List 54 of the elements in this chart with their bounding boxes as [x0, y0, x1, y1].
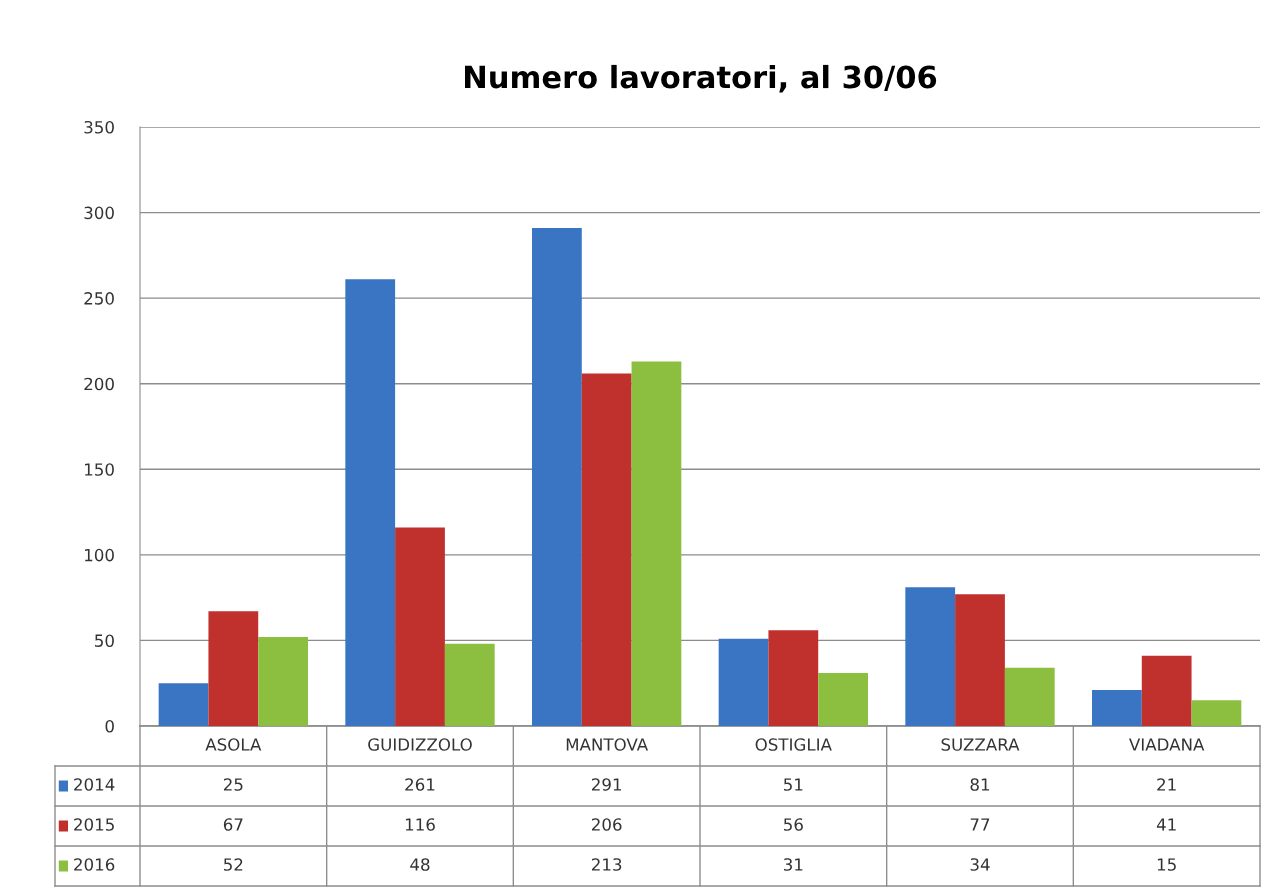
bar [718, 638, 769, 726]
data-label: 291 [591, 778, 622, 791]
x-tick-label: SUZZARA [941, 738, 1020, 751]
bar [581, 373, 632, 726]
bar [631, 361, 682, 726]
data-label: 213 [591, 858, 622, 871]
data-label: 51 [784, 778, 803, 791]
data-label: 15 [1157, 858, 1176, 871]
x-tick-label: MANTOVA [566, 738, 649, 751]
y-tick-label: 350 [84, 120, 114, 134]
bar [1141, 655, 1192, 726]
data-label: 48 [410, 858, 430, 871]
bar [444, 643, 495, 726]
y-tick-label: 200 [84, 377, 114, 391]
data-label: 31 [784, 858, 803, 871]
bar [258, 637, 308, 726]
data-label: 21 [1157, 778, 1176, 791]
data-label: 81 [970, 778, 990, 791]
y-tick-label: 250 [84, 292, 114, 305]
bar [768, 630, 819, 726]
x-tick-label: OSTIGLIA [755, 738, 832, 751]
legend-label: 2015 [74, 818, 114, 831]
y-tick-label: 300 [84, 206, 114, 220]
x-tick-label: GUIDIZZOLO [368, 738, 472, 751]
bar [1191, 700, 1242, 726]
data-label: 261 [405, 778, 435, 791]
bar [818, 672, 868, 726]
data-label: 206 [591, 818, 622, 831]
data-label: 116 [405, 818, 435, 831]
bar [395, 527, 445, 726]
legend-label: 2014 [74, 778, 115, 791]
bar [532, 227, 582, 726]
y-tick-label: 0 [105, 719, 114, 733]
bar [1092, 690, 1142, 726]
data-label: 41 [1156, 818, 1176, 831]
data-label: 34 [970, 858, 990, 871]
chart-title: Numero lavoratori, al 30/06 [465, 64, 937, 93]
y-tick-label: 150 [85, 463, 114, 476]
bar [158, 683, 209, 726]
data-label: 52 [224, 858, 243, 871]
bar [1004, 667, 1055, 726]
bar [905, 587, 956, 726]
x-tick-label: ASOLA [205, 738, 262, 751]
y-tick-label: 50 [95, 634, 114, 647]
data-label: 25 [223, 778, 243, 791]
y-tick-label: 100 [85, 548, 114, 562]
data-label: 77 [970, 818, 990, 831]
legend-label: 2016 [74, 858, 115, 871]
bar [345, 279, 396, 726]
x-tick-label: VIADANA [1129, 738, 1205, 751]
data-label: 56 [784, 818, 803, 831]
data-label: 67 [223, 818, 243, 831]
bar [955, 594, 1005, 726]
bar [208, 611, 259, 726]
